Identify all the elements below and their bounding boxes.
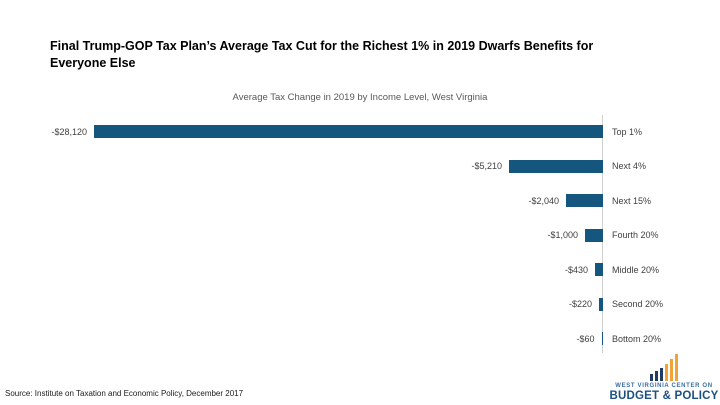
logo-icon-bar (654, 371, 659, 381)
bar (599, 297, 603, 311)
logo-icon-bar (674, 354, 679, 381)
bar-value-label: -$220 (568, 299, 592, 309)
logo-icon-bar (669, 359, 674, 381)
chart-row: -$28,120 Top 1% (0, 125, 720, 138)
chart-row: -$1,000 Fourth 20% (0, 228, 720, 242)
logo-org-line2: BUDGET & POLICY (609, 390, 719, 402)
bar-value-label: -$5,210 (471, 161, 502, 171)
chart-row: -$60 Bottom 20% (0, 332, 720, 345)
bar (509, 159, 603, 173)
logo-icon-bar (659, 368, 664, 381)
bar-value-label: -$2,040 (528, 195, 559, 206)
bar-chart-icon (649, 353, 679, 381)
bar-category-label: Fourth 20% (612, 230, 659, 240)
bar (601, 332, 603, 345)
bar (585, 228, 603, 242)
bar-value-label: -$430 (564, 264, 588, 275)
bar-value-label: -$28,120 (51, 126, 87, 137)
logo-icon-bar (649, 374, 654, 381)
logo-icon-bar (664, 364, 669, 381)
chart-row: -$430 Middle 20% (0, 263, 720, 276)
bar-category-label: Second 20% (612, 299, 664, 309)
bar-category-label: Next 4% (612, 161, 647, 171)
bar (595, 263, 603, 276)
org-logo: WEST VIRGINIA CENTER ON BUDGET & POLICY (609, 352, 719, 402)
bar-category-label: Bottom 20% (612, 333, 662, 344)
bar-category-label: Top 1% (612, 126, 643, 137)
bar-category-label: Middle 20% (612, 264, 660, 275)
chart-row: -$5,210 Next 4% (0, 159, 720, 173)
bar-value-label: -$60 (576, 333, 595, 344)
bar (566, 194, 603, 207)
bar-value-label: -$1,000 (547, 230, 578, 240)
chart-title: Final Trump-GOP Tax Plan’s Average Tax C… (50, 39, 594, 70)
chart-row: -$2,040 Next 15% (0, 194, 720, 207)
source-note: Source: Institute on Taxation and Econom… (5, 389, 244, 398)
bar-category-label: Next 15% (612, 195, 652, 206)
chart-row: -$220 Second 20% (0, 297, 720, 311)
bar (94, 125, 603, 138)
logo-org-line1: WEST VIRGINIA CENTER ON (615, 383, 713, 389)
chart-subtitle: Average Tax Change in 2019 by Income Lev… (232, 92, 488, 103)
